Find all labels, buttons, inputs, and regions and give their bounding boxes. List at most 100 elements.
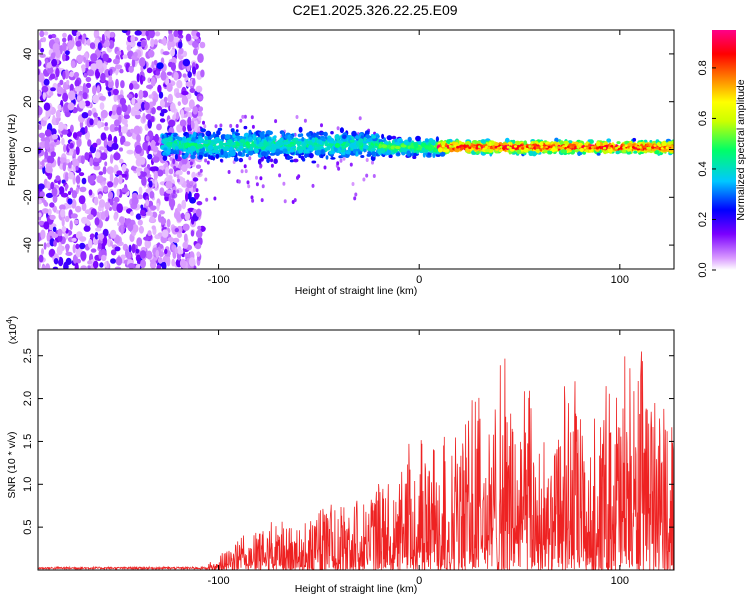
- heatmap-cell: [148, 49, 155, 58]
- heatmap-cell: [185, 33, 192, 42]
- heatmap-cell: [446, 145, 450, 148]
- heatmap-cell: [87, 69, 95, 77]
- heatmap-cell: [272, 136, 276, 140]
- heatmap-cell: [94, 231, 99, 240]
- heatmap-cell: [177, 34, 184, 39]
- heatmap-cell: [230, 128, 235, 133]
- heatmap-cell: [355, 135, 360, 139]
- heatmap-cell: [113, 135, 118, 145]
- heatmap-cell: [658, 144, 662, 148]
- heatmap-cell: [248, 136, 253, 142]
- heatmap-cell: [41, 159, 45, 168]
- heatmap-cell: [649, 140, 653, 143]
- heatmap-cell: [149, 166, 157, 172]
- heatmap-cell: [279, 137, 284, 142]
- heatmap-cell: [96, 138, 102, 146]
- heatmap-cell: [340, 151, 346, 156]
- y-tick-label: 2.5: [22, 348, 34, 363]
- heatmap-cell: [175, 170, 183, 176]
- snr-panel: -100 0 100 0.5 1.0 1.5 2.0 2.5 Height of straig…: [5, 316, 675, 595]
- heatmap-cell: [45, 109, 51, 118]
- heatmap-cell: [163, 96, 168, 103]
- heatmap-cell: [443, 148, 450, 153]
- heatmap-cell: [89, 233, 95, 239]
- heatmap-cell: [113, 176, 119, 186]
- heatmap-cell: [325, 155, 329, 160]
- heatmap-cell: [141, 90, 149, 98]
- heatmap-cell: [116, 106, 122, 116]
- heatmap-cell: [203, 153, 208, 157]
- heatmap-cell: [232, 144, 236, 148]
- heatmap-cell: [646, 146, 650, 150]
- heatmap-cell: [422, 152, 426, 158]
- heatmap-cell: [557, 146, 561, 149]
- heatmap-cell: [224, 146, 230, 150]
- heatmap-cell: [281, 132, 285, 137]
- heatmap-cell: [176, 232, 182, 238]
- heatmap-cell: [109, 124, 116, 133]
- heatmap-cell: [38, 212, 42, 218]
- heatmap-cell: [87, 109, 92, 117]
- heatmap-cell: [220, 149, 224, 155]
- heatmap-cell: [441, 141, 446, 146]
- heatmap-cell: [351, 182, 355, 186]
- heatmap-cell: [144, 238, 152, 249]
- heatmap-cell: [189, 181, 193, 186]
- heatmap-cell: [596, 152, 601, 156]
- heatmap-cell: [154, 31, 161, 37]
- heatmap-cell: [49, 91, 54, 96]
- heatmap-cell: [400, 144, 407, 148]
- heatmap-cell: [98, 250, 102, 260]
- heatmap-cell: [259, 176, 263, 181]
- heatmap-cell: [311, 137, 316, 143]
- heatmap-cell: [182, 241, 188, 249]
- heatmap-cell: [78, 100, 86, 109]
- heatmap-cell: [167, 237, 174, 242]
- heatmap-cell: [85, 76, 92, 82]
- x-tick-label: 0: [416, 274, 422, 286]
- heatmap-cell: [88, 239, 93, 249]
- heatmap-cell: [196, 251, 201, 257]
- heatmap-cell: [76, 138, 82, 148]
- heatmap-cell: [497, 146, 501, 150]
- heatmap-cell: [169, 156, 173, 161]
- heatmap-cell: [126, 93, 133, 99]
- heatmap-cell: [627, 145, 631, 149]
- heatmap-cell: [540, 145, 544, 149]
- heatmap-cell: [622, 146, 626, 149]
- heatmap-cell: [135, 248, 140, 254]
- heatmap-cell: [110, 258, 117, 264]
- heatmap-cell: [145, 113, 152, 120]
- heatmap-cell: [403, 139, 409, 146]
- heatmap-cell: [81, 64, 86, 73]
- heatmap-cell: [165, 180, 173, 189]
- heatmap-cell: [110, 240, 113, 247]
- heatmap-cell: [634, 144, 638, 148]
- heatmap-cell: [72, 157, 77, 167]
- heatmap-cell: [102, 166, 107, 175]
- heatmap-cell: [131, 196, 139, 206]
- heatmap-cell: [87, 265, 91, 269]
- heatmap-cell: [38, 142, 41, 147]
- heatmap-cell: [43, 242, 47, 250]
- heatmap-cell: [182, 58, 191, 67]
- heatmap-cell: [270, 163, 274, 168]
- heatmap-cell: [632, 137, 637, 142]
- heatmap-cell: [381, 144, 388, 148]
- heatmap-cell: [365, 173, 369, 178]
- heatmap-cell: [148, 101, 154, 109]
- heatmap-cell: [100, 109, 108, 119]
- heatmap-cell: [248, 129, 252, 135]
- heatmap-cell: [87, 260, 93, 265]
- heatmap-cell: [75, 40, 82, 47]
- heatmap-cell: [174, 153, 178, 160]
- heatmap-cell: [49, 73, 56, 80]
- chart-title: C2E1.2025.326.22.25.E09: [292, 2, 458, 18]
- heatmap-cell: [55, 109, 61, 119]
- heatmap-cell: [639, 146, 643, 149]
- heatmap-cell: [279, 147, 283, 151]
- heatmap-cell: [81, 177, 87, 185]
- heatmap-cell: [176, 189, 180, 194]
- heatmap-cell: [372, 174, 376, 178]
- heatmap-cell: [316, 131, 320, 135]
